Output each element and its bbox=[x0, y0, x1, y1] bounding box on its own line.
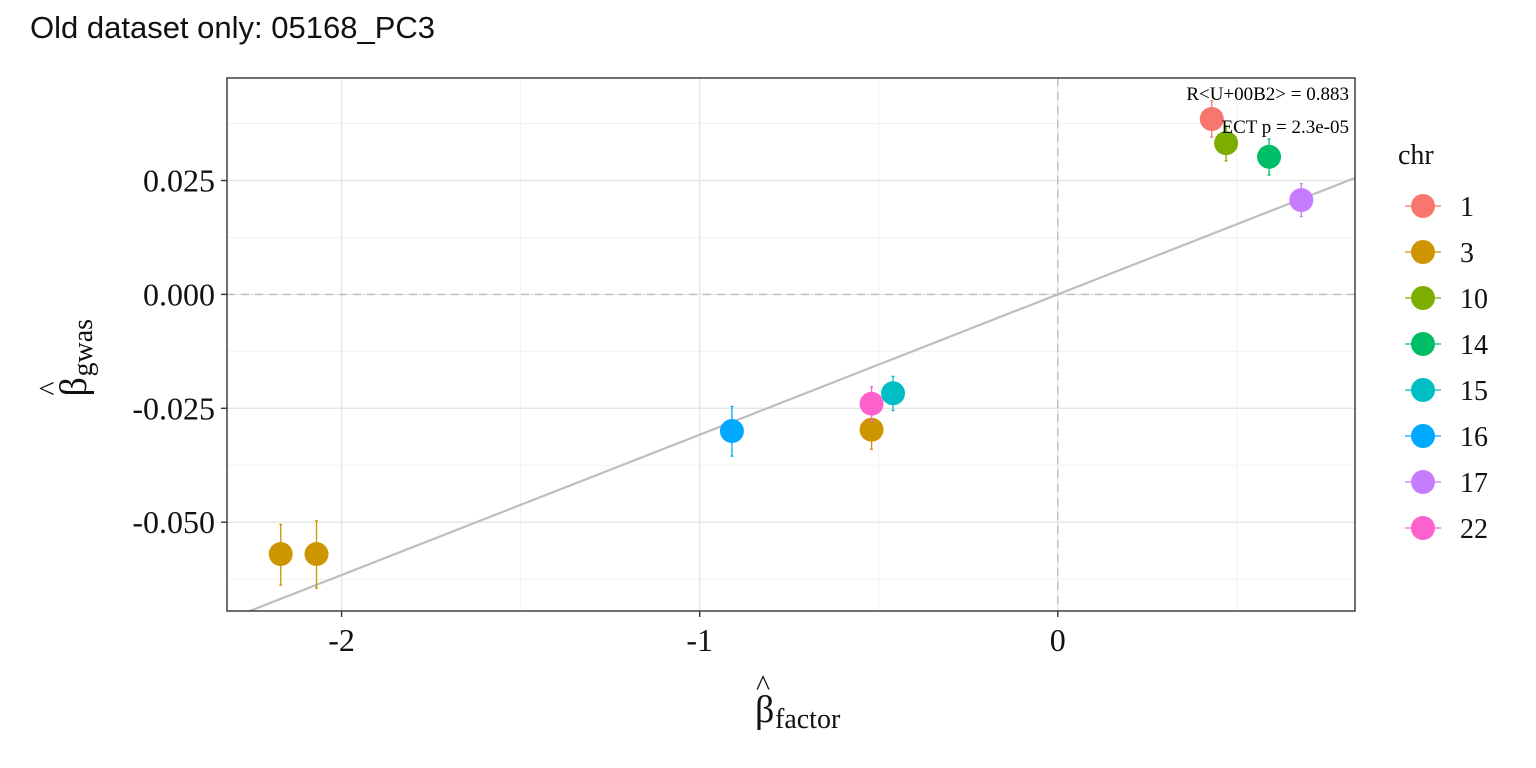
points-layer bbox=[268, 100, 1314, 589]
x-tick-label: 0 bbox=[1050, 622, 1066, 658]
legend-key-dot bbox=[1411, 332, 1435, 356]
y-axis-label-hat: ^ bbox=[33, 381, 66, 395]
y-tick-label: 0.000 bbox=[143, 276, 215, 312]
legend-key-dot bbox=[1411, 286, 1435, 310]
y-tick-label: -0.050 bbox=[132, 504, 215, 540]
legend-key-dot bbox=[1411, 240, 1435, 264]
plot-panel bbox=[227, 78, 1355, 611]
x-tick-label: -2 bbox=[328, 622, 355, 658]
x-axis-label-hat: ^ bbox=[756, 669, 770, 702]
legend-key-dot bbox=[1411, 378, 1435, 402]
y-axis-label: β^gwas bbox=[33, 319, 99, 397]
legend-title: chr bbox=[1398, 140, 1434, 171]
y-axis-label-symbol: β bbox=[53, 377, 95, 396]
legend-label: 3 bbox=[1460, 238, 1474, 269]
data-point-chr-3 bbox=[304, 542, 329, 567]
y-tick-label: 0.025 bbox=[143, 163, 215, 199]
legend-key-dot bbox=[1411, 424, 1435, 448]
x-axis-label: β^factor bbox=[755, 669, 841, 735]
x-axis-label-subscript: factor bbox=[775, 704, 841, 735]
y-tick-label: -0.025 bbox=[132, 390, 215, 426]
plot-border bbox=[226, 77, 1356, 612]
legend-item-chr-14: 14 bbox=[1405, 330, 1488, 361]
x-axis-label-symbol: β bbox=[755, 689, 774, 731]
legend-label: 10 bbox=[1460, 284, 1488, 315]
data-point-chr-17 bbox=[1289, 188, 1314, 213]
legend-item-chr-17: 17 bbox=[1405, 468, 1488, 499]
legend-label: 22 bbox=[1460, 514, 1488, 545]
annotation-text: ECT p = 2.3e-05 bbox=[1221, 117, 1349, 138]
data-point-chr-16 bbox=[719, 419, 744, 444]
data-point-chr-3 bbox=[859, 417, 884, 442]
chart-title: Old dataset only: 05168_PC3 bbox=[30, 10, 435, 45]
legend: chr 1 3 10 14 15 16 17 22 bbox=[1398, 140, 1488, 545]
fit-line bbox=[246, 176, 1355, 611]
legend-label: 16 bbox=[1460, 422, 1488, 453]
data-point-chr-3 bbox=[268, 542, 293, 567]
legend-key-dot bbox=[1411, 194, 1435, 218]
annotation-text: R<U+00B2> = 0.883 bbox=[1186, 84, 1349, 105]
legend-item-chr-10: 10 bbox=[1405, 284, 1488, 315]
legend-item-chr-22: 22 bbox=[1405, 514, 1488, 545]
grid-lines bbox=[227, 78, 1355, 611]
legend-item-chr-15: 15 bbox=[1405, 376, 1488, 407]
data-point-chr-14 bbox=[1257, 144, 1282, 169]
legend-key-dot bbox=[1411, 470, 1435, 494]
x-tick-label: -1 bbox=[686, 622, 713, 658]
legend-item-chr-3: 3 bbox=[1405, 238, 1474, 269]
data-point-chr-10 bbox=[1214, 131, 1239, 156]
legend-item-chr-16: 16 bbox=[1405, 422, 1488, 453]
data-point-chr-22 bbox=[859, 391, 884, 416]
legend-label: 15 bbox=[1460, 376, 1488, 407]
legend-label: 14 bbox=[1460, 330, 1488, 361]
data-point-chr-15 bbox=[881, 381, 906, 406]
legend-item-chr-1: 1 bbox=[1405, 192, 1474, 223]
legend-key-dot bbox=[1411, 516, 1435, 540]
legend-label: 1 bbox=[1460, 192, 1474, 223]
data-point-chr-1 bbox=[1199, 107, 1224, 131]
legend-label: 17 bbox=[1460, 468, 1488, 499]
y-axis-label-subscript: gwas bbox=[68, 319, 99, 377]
